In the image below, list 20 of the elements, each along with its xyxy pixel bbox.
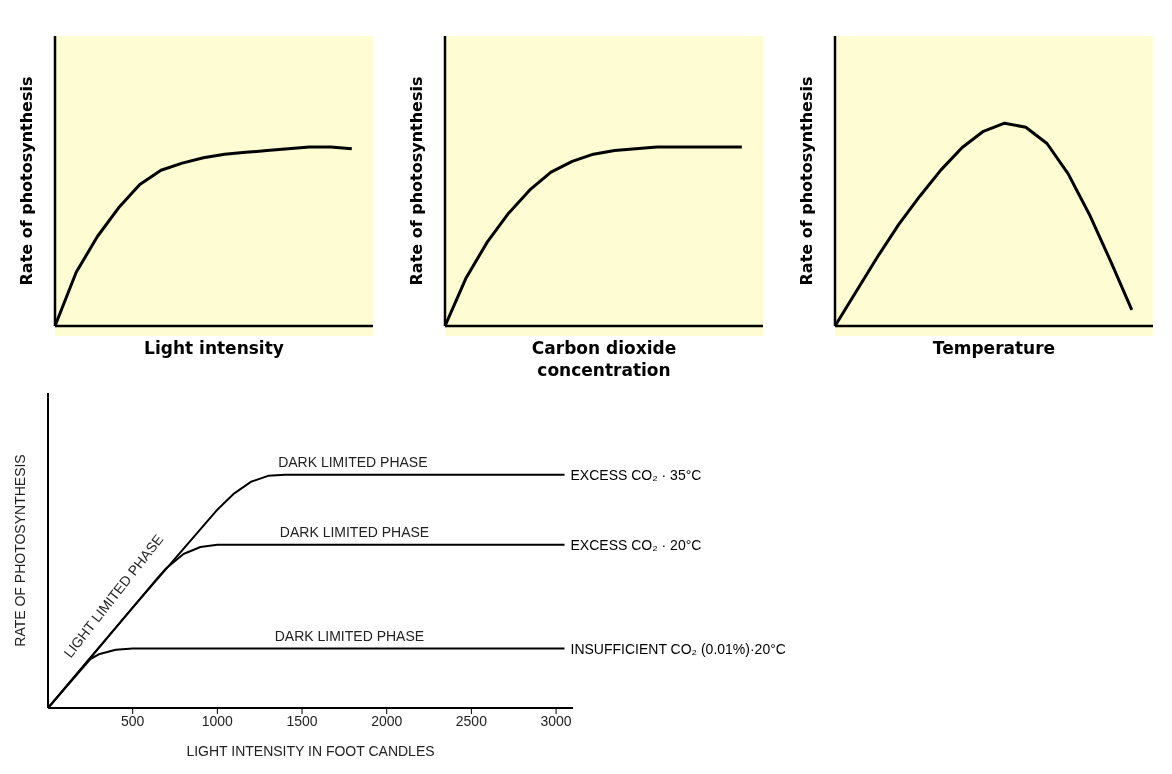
annotation: DARK LIMITED PHASE [274,627,425,644]
x-axis-title: LIGHT INTENSITY IN FOOT CANDLES [186,743,435,759]
x-tick-label: 1000 [201,712,234,729]
y-axis-title: Rate of photosynthesis [406,76,426,286]
series-label: EXCESS CO₂ · 20°C [570,536,702,553]
x-axis-title: Light intensity [144,338,284,358]
series-label: INSUFFICIENT CO₂ (0.01%)·20°C [570,640,786,657]
series-label: EXCESS CO₂ · 35°C [570,466,702,483]
y-axis-title: RATE OF PHOTOSYNTHESIS [11,454,28,647]
x-axis-title: Carbon dioxide concentration [531,338,677,380]
x-axis-title: Temperature [932,338,1056,358]
x-tick-label: 2500 [455,712,488,729]
x-tick-label: 500 [121,712,145,729]
x-tick-label: 2000 [371,712,403,729]
x-tick-label: 3000 [540,712,572,729]
annotation: DARK LIMITED PHASE [278,453,428,470]
y-axis-title: Rate of photosynthesis [796,76,816,286]
annotation: DARK LIMITED PHASE [279,523,430,540]
x-tick-label: 1500 [286,712,318,729]
y-axis-title: Rate of photosynthesis [16,76,36,286]
